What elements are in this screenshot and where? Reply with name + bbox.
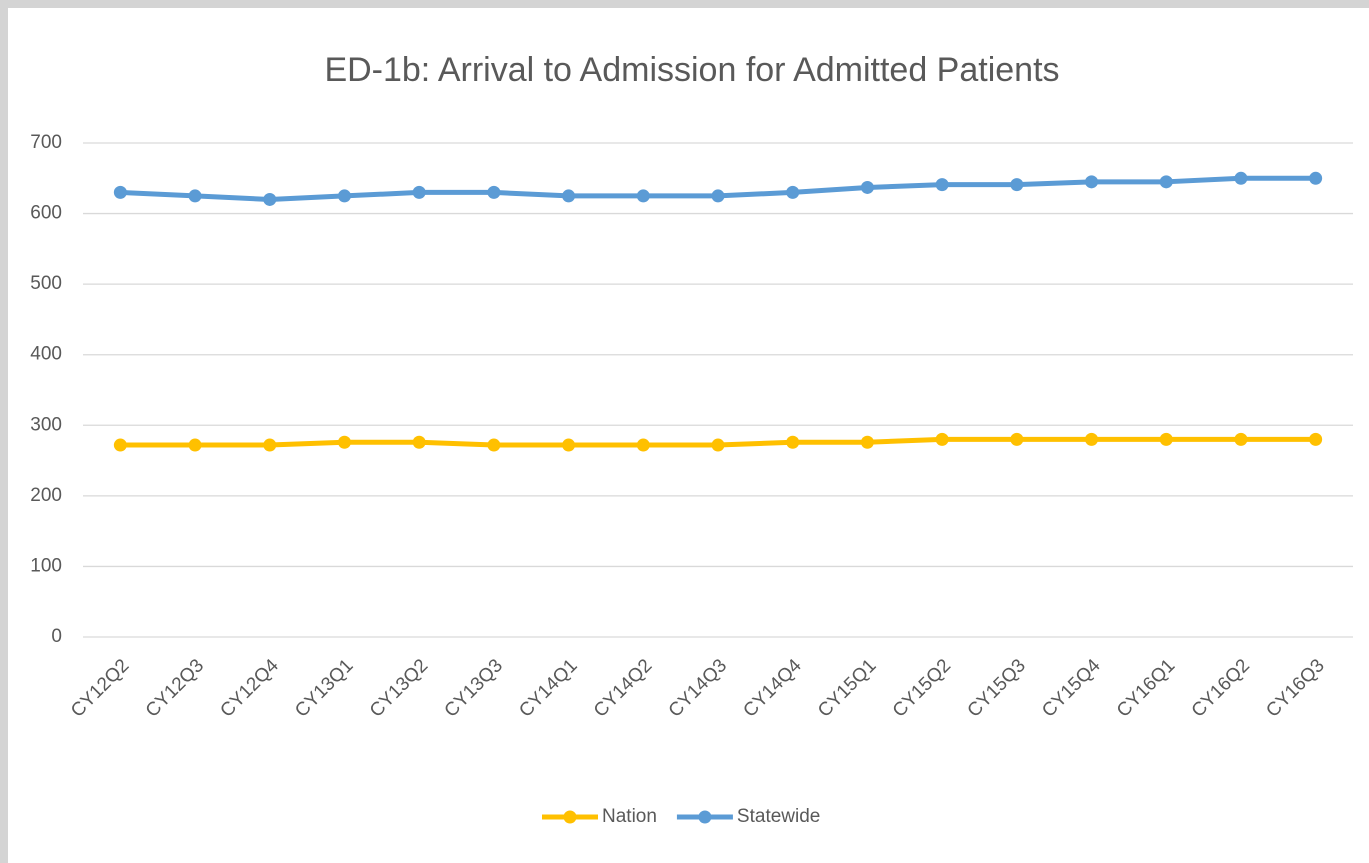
y-tick-label: 100 (30, 555, 62, 576)
data-point (337, 435, 351, 449)
data-point (935, 178, 949, 192)
data-point (786, 185, 800, 199)
y-tick-label: 600 (30, 203, 62, 224)
data-point (1309, 432, 1323, 446)
legend-label: Nation (602, 806, 657, 827)
data-point (263, 192, 277, 206)
data-point (337, 189, 351, 203)
data-point (113, 438, 127, 452)
data-point (711, 189, 725, 203)
legend-item: Statewide (676, 806, 820, 827)
data-point (188, 438, 202, 452)
y-tick-label: 400 (30, 344, 62, 365)
legend-marker (698, 810, 712, 824)
chart-area (8, 8, 1369, 863)
data-point (412, 185, 426, 199)
data-point (1010, 178, 1024, 192)
data-point (562, 189, 576, 203)
data-point (1309, 171, 1323, 185)
y-tick-label: 0 (51, 626, 62, 647)
data-point (1159, 432, 1173, 446)
legend-label: Statewide (737, 806, 820, 827)
data-point (188, 189, 202, 203)
data-point (1234, 432, 1248, 446)
data-point (786, 435, 800, 449)
legend-item: Nation (542, 806, 657, 827)
y-tick-label: 500 (30, 273, 62, 294)
data-point (1159, 175, 1173, 189)
legend-marker (563, 810, 577, 824)
data-point (263, 438, 277, 452)
data-point (1010, 432, 1024, 446)
data-point (935, 432, 949, 446)
data-point (562, 438, 576, 452)
data-point (113, 185, 127, 199)
data-point (1085, 175, 1099, 189)
data-point (487, 185, 501, 199)
chart-title: ED-1b: Arrival to Admission for Admitted… (324, 51, 1059, 89)
data-point (487, 438, 501, 452)
data-point (1234, 171, 1248, 185)
data-point (860, 435, 874, 449)
data-point (636, 189, 650, 203)
data-point (636, 438, 650, 452)
y-tick-label: 300 (30, 414, 62, 435)
data-point (711, 438, 725, 452)
y-tick-label: 700 (30, 132, 62, 153)
y-tick-label: 200 (30, 485, 62, 506)
data-point (860, 180, 874, 194)
data-point (1085, 432, 1099, 446)
data-point (412, 435, 426, 449)
